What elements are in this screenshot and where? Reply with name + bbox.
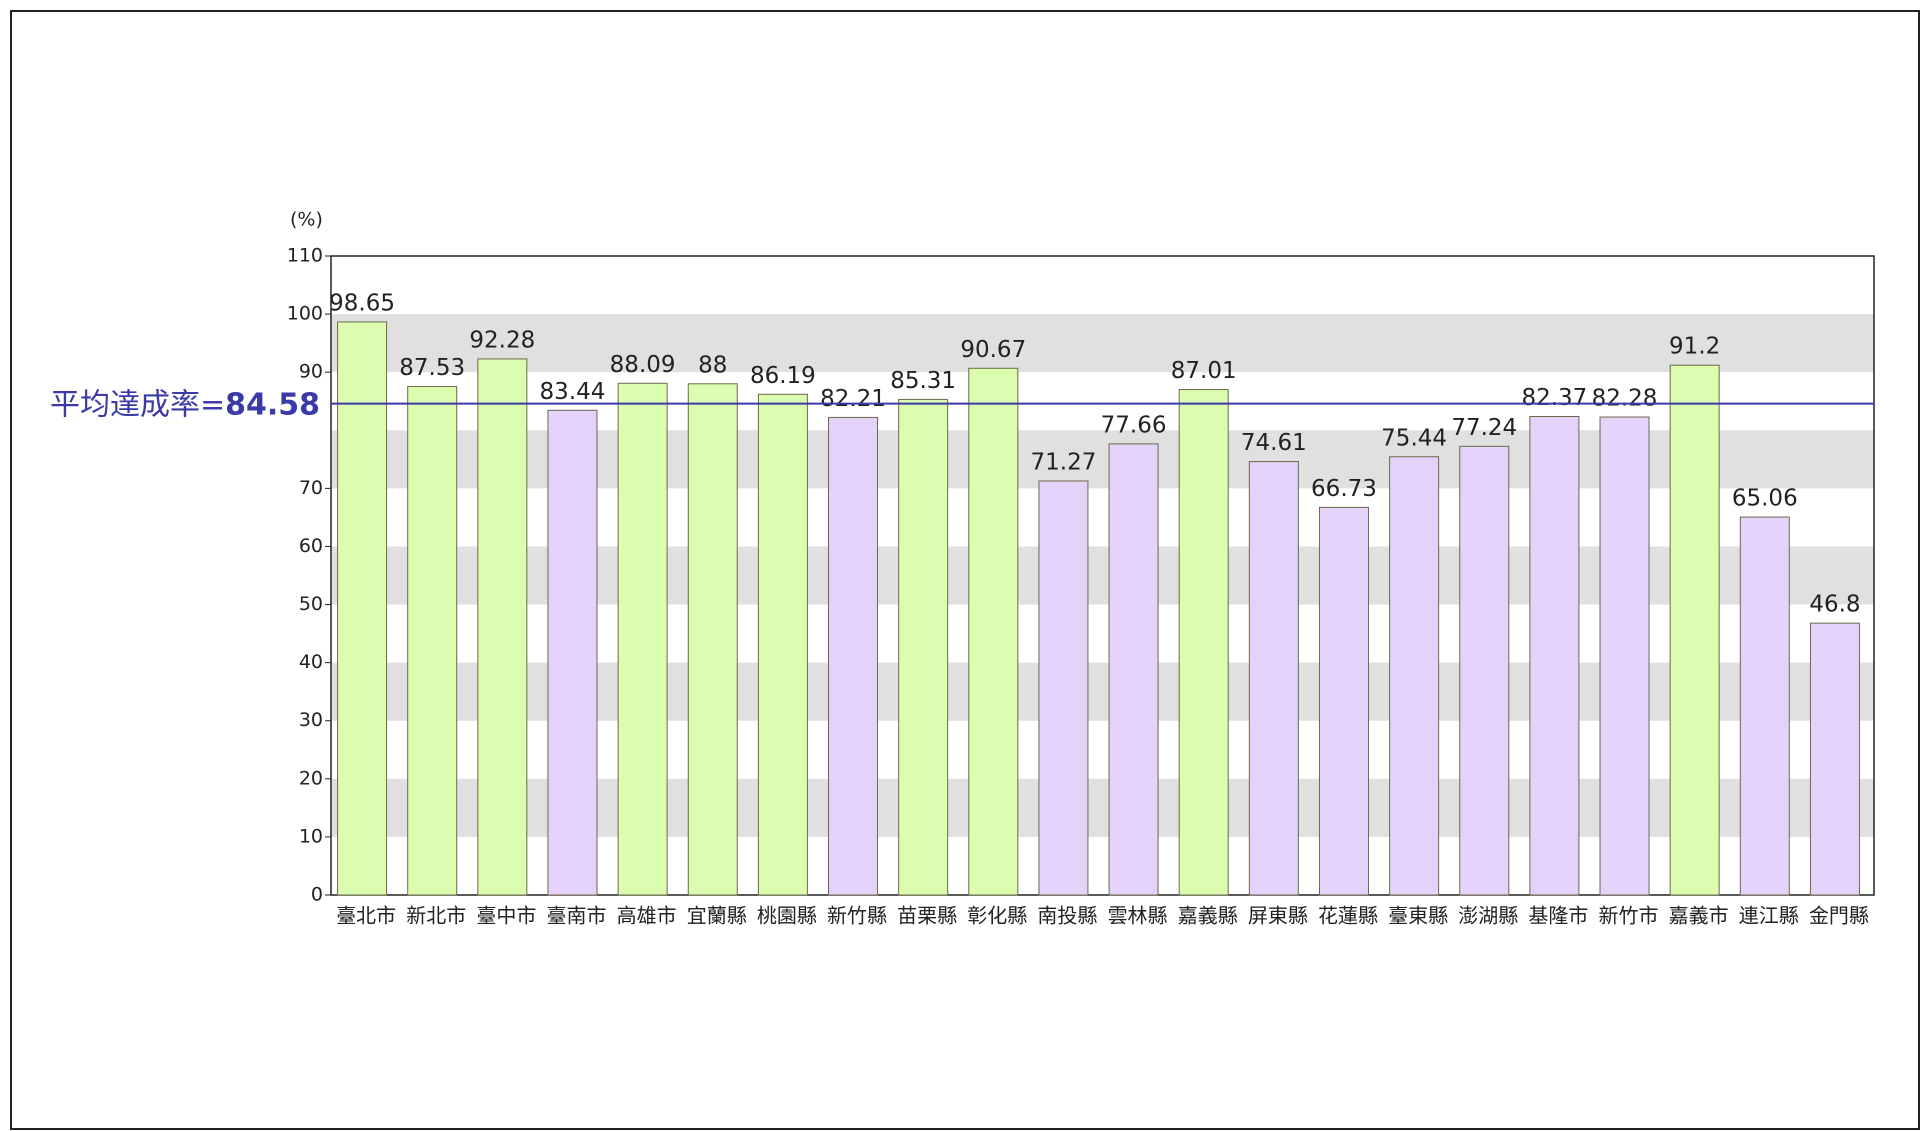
value-label: 66.73: [1311, 476, 1377, 502]
grid-band: [331, 314, 1874, 373]
value-label: 74.61: [1241, 430, 1307, 456]
value-label: 90.67: [960, 337, 1026, 363]
y-tick-label: 100: [287, 303, 323, 325]
x-tick-label: 桃園縣: [757, 904, 817, 928]
x-tick-label: 花蓮縣: [1318, 904, 1378, 928]
bar: [1599, 416, 1650, 896]
bar: [407, 386, 458, 896]
value-label: 88: [698, 352, 727, 378]
bar: [1248, 461, 1299, 896]
value-label: 65.06: [1732, 486, 1798, 512]
value-label: 92.28: [469, 327, 535, 353]
value-label: 82.28: [1592, 386, 1658, 412]
x-tick-label: 彰化縣: [967, 904, 1027, 928]
bar: [547, 409, 598, 896]
x-tick-label: 嘉義市: [1669, 904, 1729, 928]
x-tick-label: 臺中市: [476, 904, 536, 928]
bar: [968, 367, 1019, 896]
bar: [1318, 506, 1369, 896]
y-tick-label: 10: [299, 825, 323, 847]
y-tick-label: 40: [299, 651, 323, 673]
value-label: 85.31: [890, 368, 956, 394]
y-tick-label: 50: [299, 593, 323, 615]
value-label: 86.19: [750, 363, 816, 389]
value-label: 98.65: [329, 290, 395, 316]
bar: [1529, 416, 1580, 896]
x-tick-label: 新竹縣: [827, 904, 887, 928]
average-value: 84.58: [225, 387, 320, 422]
value-label: 88.09: [610, 352, 676, 378]
value-label: 77.24: [1451, 415, 1517, 441]
value-label: 82.37: [1521, 385, 1587, 411]
value-label: 87.01: [1171, 358, 1237, 384]
value-label: 77.66: [1101, 412, 1167, 438]
x-tick-label: 高雄市: [617, 904, 677, 928]
x-tick-label: 新竹市: [1599, 904, 1659, 928]
x-tick-label: 連江縣: [1739, 904, 1799, 928]
y-tick-label: 90: [299, 361, 323, 383]
bar: [1038, 480, 1089, 896]
bar: [828, 416, 879, 896]
y-axis-label: (%): [290, 209, 323, 231]
bar: [337, 321, 388, 896]
x-tick-label: 雲林縣: [1108, 904, 1168, 928]
x-tick-label: 臺北市: [336, 904, 396, 928]
bar: [1669, 364, 1720, 896]
bar: [1809, 622, 1860, 896]
average-label-text: 平均達成率=: [50, 387, 225, 422]
bar: [898, 398, 949, 896]
value-label: 82.21: [820, 386, 886, 412]
x-tick-label: 新北市: [406, 904, 466, 928]
x-tick-label: 南投縣: [1037, 904, 1097, 928]
x-tick-label: 屏東縣: [1248, 904, 1308, 928]
x-tick-label: 澎湖縣: [1458, 904, 1518, 928]
bar: [1178, 389, 1229, 896]
bar: [1459, 445, 1510, 896]
bar: [1108, 443, 1159, 896]
bar: [687, 383, 738, 896]
value-label: 71.27: [1031, 449, 1097, 475]
value-label: 87.53: [399, 355, 465, 381]
bar: [617, 382, 668, 896]
y-tick-label: 60: [299, 535, 323, 557]
bar: [477, 358, 528, 896]
average-label: 平均達成率=84.58: [50, 387, 320, 422]
value-label: 83.44: [540, 379, 606, 405]
x-tick-label: 基隆市: [1528, 904, 1588, 928]
y-tick-label: 20: [299, 767, 323, 789]
value-label: 91.2: [1669, 334, 1720, 360]
plot-border: [330, 255, 1875, 896]
x-tick-label: 臺南市: [546, 904, 606, 928]
y-tick-label: 0: [311, 884, 323, 906]
y-tick-label: 110: [287, 245, 323, 267]
bar: [1739, 516, 1790, 896]
y-tick-label: 30: [299, 709, 323, 731]
x-tick-label: 宜蘭縣: [687, 904, 747, 928]
value-label: 46.8: [1809, 592, 1860, 618]
y-tick-label: 70: [299, 477, 323, 499]
bar: [1389, 456, 1440, 896]
x-tick-label: 苗栗縣: [897, 904, 957, 928]
value-label: 75.44: [1381, 425, 1447, 451]
x-tick-label: 金門縣: [1809, 904, 1869, 928]
x-tick-label: 臺東縣: [1388, 904, 1448, 928]
x-tick-label: 嘉義縣: [1178, 904, 1238, 928]
bar: [757, 393, 808, 896]
